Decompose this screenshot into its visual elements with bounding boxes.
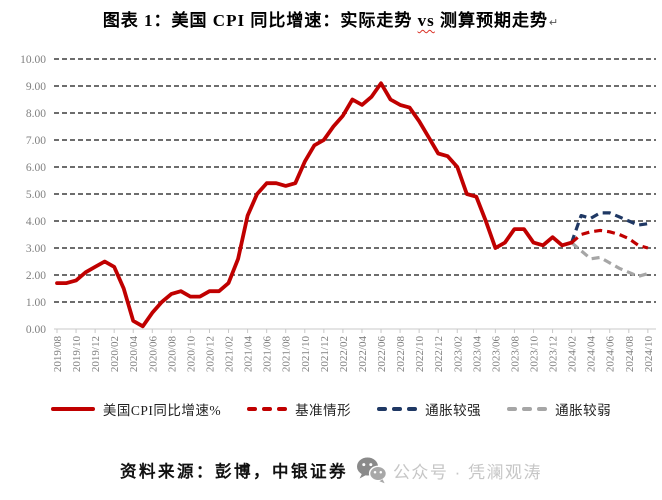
svg-text:2023/06: 2023/06	[490, 336, 502, 373]
svg-text:2021/02: 2021/02	[224, 336, 236, 372]
chart-legend: 美国CPI同比增速% 基准情形 通胀较强 通胀较弱	[0, 399, 662, 419]
svg-text:2023/02: 2023/02	[452, 336, 464, 372]
legend-label: 通胀较强	[425, 403, 482, 418]
legend-item-baseline-scenario: 基准情形	[247, 399, 351, 419]
legend-line-dashed-blue	[377, 407, 418, 411]
svg-text:1.00: 1.00	[26, 297, 46, 309]
title-suffix: 测算预期走势	[434, 11, 548, 30]
svg-text:2019/10: 2019/10	[71, 336, 83, 373]
svg-text:2024/04: 2024/04	[586, 336, 598, 373]
svg-text:2023/10: 2023/10	[529, 336, 541, 373]
svg-text:9.00: 9.00	[26, 81, 46, 93]
source-row: 资料来源：彭博，中银证券 公众号 · 凭澜观涛	[0, 456, 662, 484]
svg-text:2024/10: 2024/10	[643, 336, 655, 373]
svg-text:6.00: 6.00	[26, 162, 46, 174]
svg-text:7.00: 7.00	[26, 135, 46, 147]
svg-text:2020/08: 2020/08	[166, 336, 178, 373]
legend-line-dashed-red	[247, 407, 288, 411]
legend-label: 通胀较弱	[555, 403, 612, 418]
svg-text:2022/10: 2022/10	[414, 336, 426, 373]
legend-label: 美国CPI同比增速%	[102, 403, 222, 418]
legend-line-dashed-gray	[507, 407, 548, 411]
vs-spellcheck-word: vs	[417, 11, 435, 30]
svg-text:2024/02: 2024/02	[567, 336, 579, 372]
svg-text:2023/08: 2023/08	[509, 336, 521, 373]
svg-text:2021/12: 2021/12	[319, 336, 331, 372]
svg-text:2021/08: 2021/08	[281, 336, 293, 373]
legend-label: 基准情形	[295, 403, 352, 418]
legend-item-actual-cpi: 美国CPI同比增速%	[50, 399, 222, 419]
legend-line-solid-red	[50, 407, 95, 411]
legend-item-strong-inflation: 通胀较强	[377, 399, 481, 419]
svg-text:2023/12: 2023/12	[548, 336, 560, 372]
svg-text:2022/06: 2022/06	[376, 336, 388, 373]
svg-text:2024/08: 2024/08	[624, 336, 636, 373]
svg-text:2023/04: 2023/04	[471, 336, 483, 373]
svg-text:2021/04: 2021/04	[243, 336, 255, 373]
svg-text:2020/10: 2020/10	[185, 336, 197, 373]
paragraph-mark: ↵	[548, 17, 560, 29]
svg-text:2020/12: 2020/12	[204, 336, 216, 372]
svg-text:2.00: 2.00	[26, 270, 46, 282]
svg-text:8.00: 8.00	[26, 108, 46, 120]
svg-text:3.00: 3.00	[26, 243, 46, 255]
title-prefix: 图表 1：美国 CPI 同比增速：实际走势	[102, 11, 418, 30]
wechat-icon	[356, 457, 387, 484]
watermark-text: 公众号 · 凭澜观涛	[392, 462, 543, 482]
figure-title: 图表 1：美国 CPI 同比增速：实际走势 vs 测算预期走势↵	[0, 6, 662, 31]
svg-text:2022/02: 2022/02	[338, 336, 350, 372]
svg-text:2024/06: 2024/06	[605, 336, 617, 373]
svg-text:2019/12: 2019/12	[90, 336, 102, 372]
svg-text:2021/06: 2021/06	[262, 336, 274, 373]
svg-text:2020/02: 2020/02	[109, 336, 121, 372]
svg-text:2021/10: 2021/10	[300, 336, 312, 373]
svg-text:10.00: 10.00	[20, 54, 46, 66]
source-text: 资料来源：彭博，中银证券	[119, 462, 348, 481]
svg-text:5.00: 5.00	[26, 189, 46, 201]
svg-text:2019/08: 2019/08	[52, 336, 64, 373]
svg-text:4.00: 4.00	[26, 216, 46, 228]
svg-text:2022/12: 2022/12	[433, 336, 445, 372]
svg-text:2020/04: 2020/04	[128, 336, 140, 373]
svg-text:2022/08: 2022/08	[395, 336, 407, 373]
legend-item-weak-inflation: 通胀较弱	[507, 399, 611, 419]
svg-text:2020/06: 2020/06	[147, 336, 159, 373]
svg-text:0.00: 0.00	[26, 324, 46, 336]
svg-text:2022/04: 2022/04	[357, 336, 369, 373]
